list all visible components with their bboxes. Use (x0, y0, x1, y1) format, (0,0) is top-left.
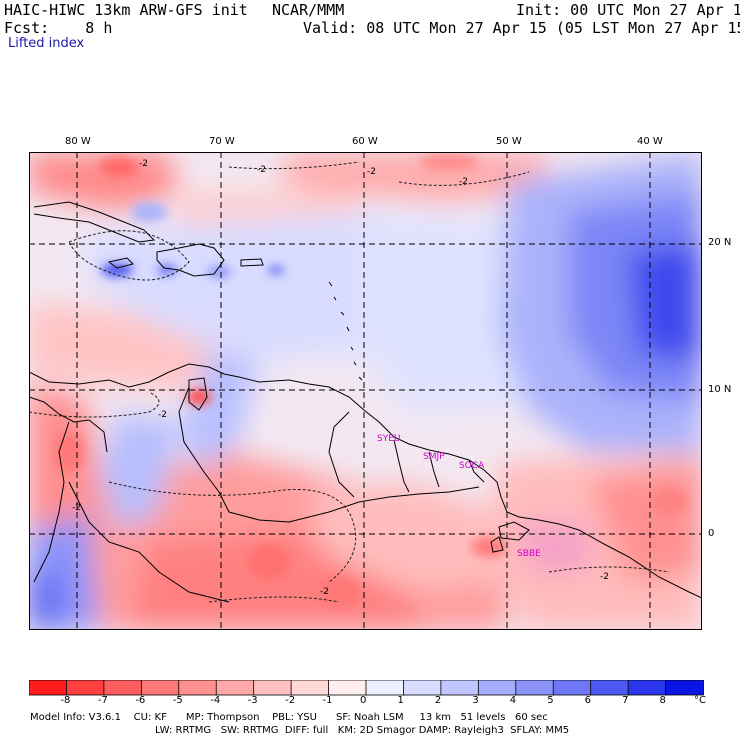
colorbar-swatch (290, 680, 330, 696)
colorbar-swatch (103, 680, 143, 696)
colorbar-tick-label: 7 (622, 695, 629, 706)
station-label-syeu: SYEU (377, 434, 400, 444)
colorbar-swatch (365, 680, 405, 696)
field-name: Lifted index (8, 36, 85, 51)
colorbar-tick-label: -8 (60, 695, 71, 706)
footer-physics-info: LW: RRTMG SW: RRTMG DIFF: full KM: 2D Sm… (155, 725, 570, 736)
footer-model-info: Model Info: V3.6.1 CU: KF MP: Thompson P… (30, 712, 548, 723)
contour-label: -2 (600, 572, 609, 582)
org-label: NCAR/MMM (272, 1, 345, 19)
colorbar-tick-label: -4 (210, 695, 221, 706)
colorbar-tick-label: 4 (509, 695, 517, 706)
contour-label: -2 (367, 167, 376, 177)
lon-label-70w: 70 W (209, 136, 235, 147)
colorbar-tick-label: 5 (547, 695, 554, 706)
lon-label-50w: 50 W (496, 136, 522, 147)
colorbar-swatch (477, 680, 517, 696)
colorbar-swatch (627, 680, 667, 696)
lat-label-eq: 0 (708, 528, 715, 539)
colorbar-tick-label: 2 (434, 695, 442, 706)
colorbar-swatch (440, 680, 480, 696)
colorbar-unit: °C (694, 695, 706, 706)
colorbar-swatch (665, 680, 704, 696)
contour-label: -2 (158, 410, 167, 420)
contour-label: -2 (257, 165, 266, 175)
colorbar-swatch (328, 680, 367, 696)
colorbar-tick-label: -6 (135, 695, 146, 706)
colorbar-tick-label: -2 (285, 695, 296, 706)
colorbar-tick-label: -3 (247, 695, 258, 706)
station-label-soca: SOCA (459, 461, 485, 471)
colorbar-tick-label: 6 (584, 695, 592, 706)
forecast-hour: Fcst: 8 h (4, 19, 113, 37)
init-time: Init: 00 UTC Mon 27 Apr 15 (516, 1, 740, 19)
colorbar-swatch (178, 680, 218, 696)
colorbar-tick-label: -7 (97, 695, 108, 706)
colorbar-swatch (253, 680, 293, 696)
colorbar-swatch (215, 680, 255, 696)
colorbar-tick-label: 8 (659, 695, 666, 706)
colorbar-swatch (29, 680, 68, 696)
colorbar-tick-label: 1 (397, 695, 404, 706)
colorbar-tick-label: -1 (322, 695, 333, 706)
contour-label: -2 (320, 587, 329, 597)
lon-label-60w: 60 W (352, 136, 378, 147)
contour-label: -2 (459, 177, 468, 187)
lat-label-20n: 20 N (708, 237, 732, 248)
lat-label-10n: 10 N (708, 384, 732, 395)
station-label-smjp: SMJP (423, 452, 445, 462)
colorbar-swatch (515, 680, 555, 696)
lon-label-80w: 80 W (65, 136, 91, 147)
model-title: HAIC-HIWC 13km ARW-GFS init (4, 1, 248, 19)
valid-time: Valid: 08 UTC Mon 27 Apr 15 (05 LST Mon … (303, 19, 740, 37)
lifted-index-map: -2 -2 -2 -2 -2 -2 -2 -2 SYEU SMJP SOCA S… (29, 152, 702, 630)
colorbar-swatch (590, 680, 630, 696)
contour-label: -2 (139, 159, 148, 169)
lon-label-40w: 40 W (637, 136, 663, 147)
colorbar-swatch (552, 680, 592, 696)
colorbar-tick-label: -5 (172, 695, 183, 706)
station-label-sbbe: SBBE (517, 549, 541, 559)
contour-label: -2 (72, 503, 81, 513)
colorbar-swatch (403, 680, 442, 696)
colorbar (29, 680, 704, 696)
colorbar-tick-label: 0 (360, 695, 367, 706)
colorbar-swatch (140, 680, 180, 696)
colorbar-swatch (66, 680, 105, 696)
colorbar-tick-label: 3 (472, 695, 479, 706)
